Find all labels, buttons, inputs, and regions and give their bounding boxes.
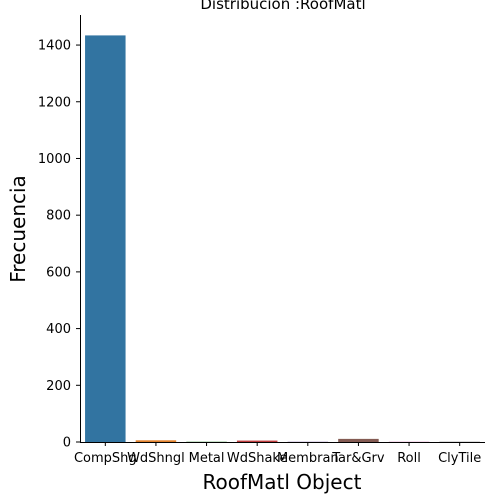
bar-membran (287, 441, 329, 443)
x-tick-label: Tar&Grv (331, 451, 385, 466)
x-tick-label: CompShg (74, 451, 137, 466)
y-tick-label: 1200 (38, 95, 71, 110)
y-tick-label: 0 (63, 436, 71, 451)
y-tick-label: 200 (46, 379, 71, 394)
bar-compshg (85, 35, 126, 442)
x-tick-label: WdShake (227, 451, 288, 466)
bars-group (85, 35, 480, 443)
chart-title: Distribución :RoofMatl (200, 0, 365, 13)
x-tick-label: WdShngl (127, 451, 185, 466)
bar-clytile (439, 441, 480, 443)
bar-roll (388, 441, 430, 443)
x-tick-label: ClyTile (438, 451, 481, 466)
y-axis-label: Frecuencia (6, 175, 30, 283)
x-tick-label: Metal (189, 451, 225, 466)
y-tick-label: 1400 (38, 39, 71, 54)
y-tick-label: 400 (46, 322, 71, 337)
bar-wdshake (236, 440, 278, 442)
x-tick-label: Roll (397, 451, 421, 466)
bar-wdshngl (135, 440, 177, 442)
x-axis-label: RoofMatl Object (203, 470, 362, 494)
bar-metal (186, 441, 227, 443)
y-tick-label: 800 (46, 209, 71, 224)
x-tick-label: Membran (277, 451, 339, 466)
y-tick-label: 1000 (38, 152, 71, 167)
y-axis-ticks: 0 200 400 600 800 1000 1200 1400 (38, 39, 80, 451)
y-tick-label: 600 (46, 265, 71, 280)
bar-tar-grv (338, 438, 379, 442)
